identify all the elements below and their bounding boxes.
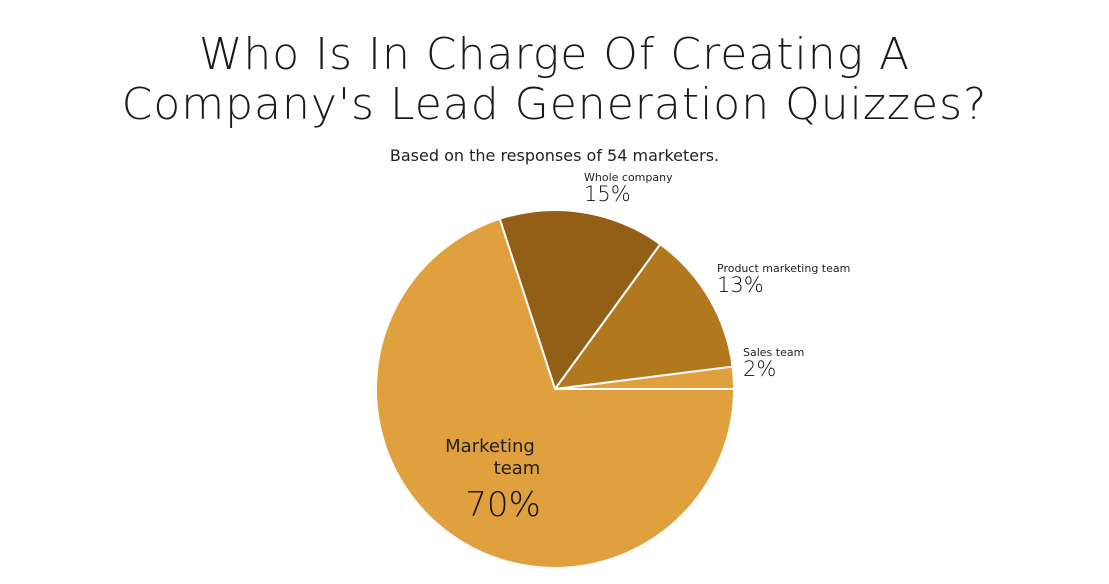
pie-slice-marketing-team bbox=[375, 217, 735, 569]
pie-slice-product-marketing-team bbox=[554, 243, 734, 390]
pie-slice-whole-company bbox=[498, 209, 662, 390]
slice-value-marketing-team: 70% bbox=[465, 485, 541, 525]
slice-value-product-marketing-team: 13% bbox=[717, 273, 764, 297]
slice-label-sales-team: Sales team bbox=[743, 346, 804, 359]
chart-title: Who Is In Charge Of Creating A Company's… bbox=[0, 30, 1109, 130]
slice-label-whole-company: Whole company bbox=[584, 171, 673, 184]
slice-value-whole-company: 15% bbox=[584, 182, 631, 206]
chart-subtitle: Based on the responses of 54 marketers. bbox=[389, 146, 720, 165]
slice-label-marketing-team-line-2: team bbox=[494, 458, 541, 479]
slice-value-sales-team: 2% bbox=[743, 357, 776, 381]
slice-label-product-marketing-team: Product marketing team bbox=[717, 262, 850, 275]
slice-label-marketing-team-line-1: Marketing bbox=[445, 436, 535, 457]
chart-title-line-1: Who Is In Charge Of Creating A bbox=[198, 29, 911, 80]
chart-title-line-2: Company's Lead Generation Quizzes? bbox=[121, 79, 988, 130]
pie-slices bbox=[375, 209, 735, 569]
